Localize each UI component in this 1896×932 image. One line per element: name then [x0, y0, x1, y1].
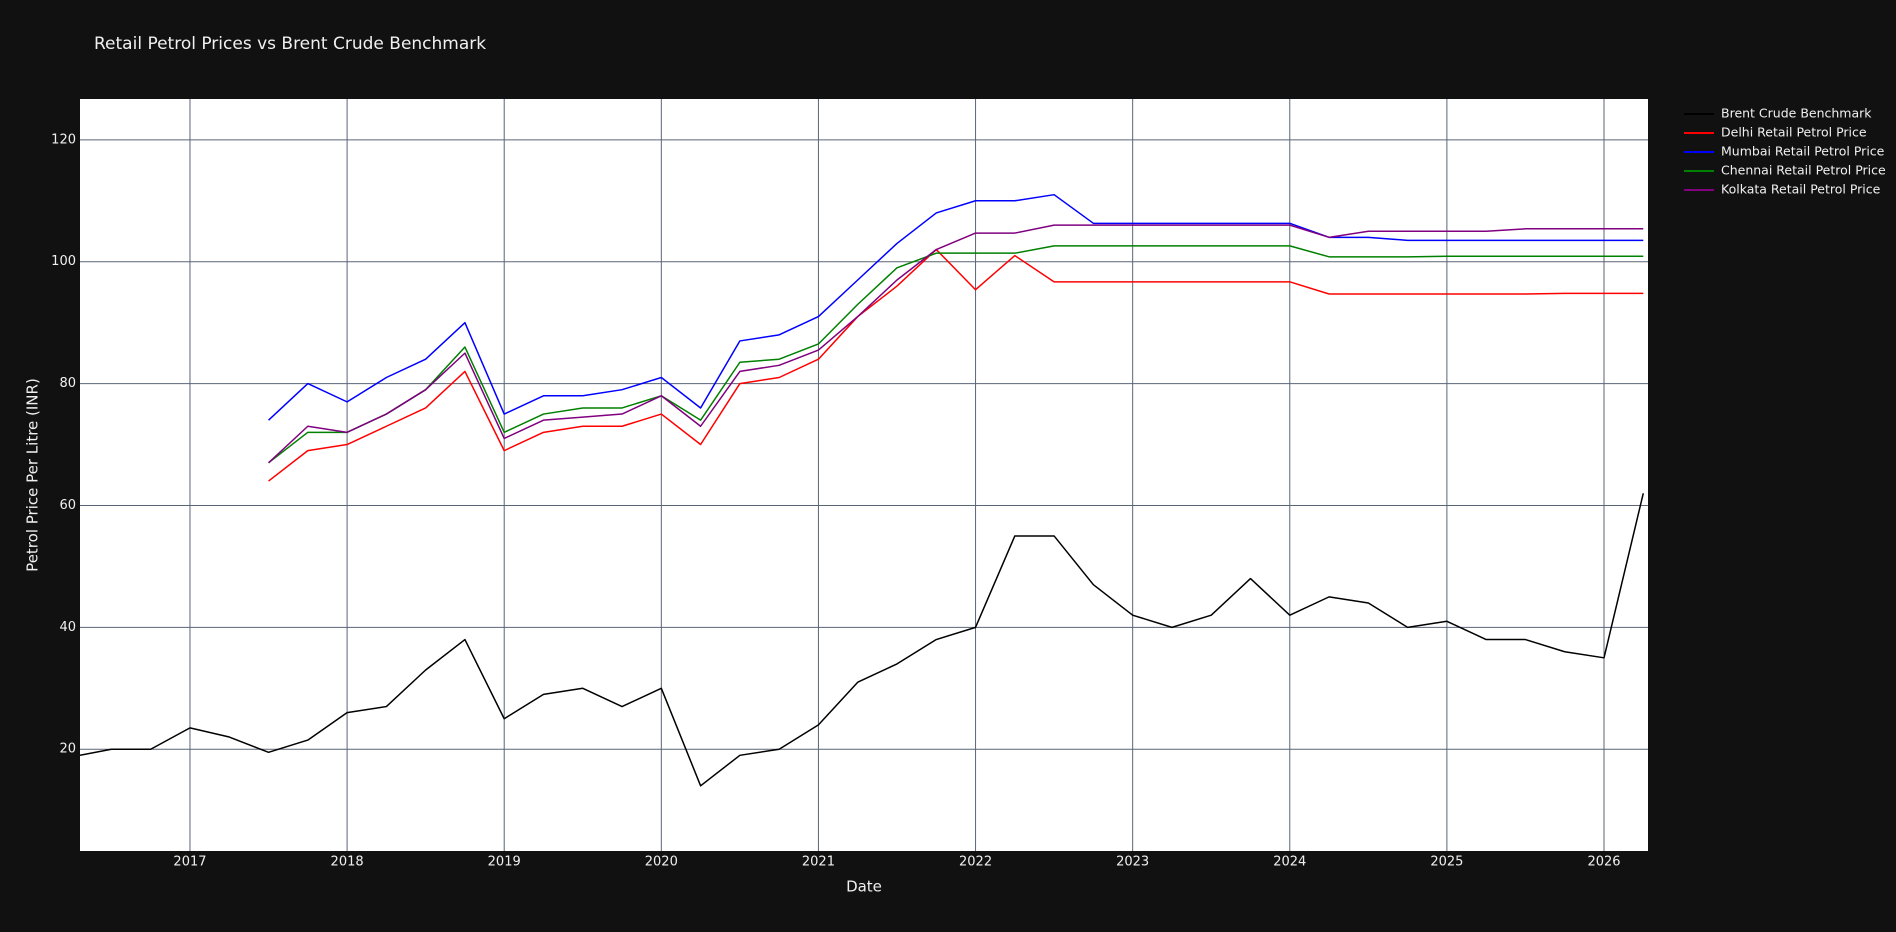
x-tick-label: 2023: [1116, 855, 1149, 870]
series-line: [268, 245, 1644, 464]
chart-title: Retail Petrol Prices vs Brent Crude Benc…: [94, 34, 486, 54]
lines: [80, 193, 1645, 787]
x-tick-label: 2017: [173, 855, 206, 870]
series-line: [268, 224, 1644, 464]
legend-label: Delhi Retail Petrol Price: [1721, 125, 1867, 140]
legend-label: Chennai Retail Petrol Price: [1721, 163, 1886, 178]
plot-area: [80, 99, 1648, 851]
y-tick-label: 100: [51, 254, 76, 269]
y-tick-label: 120: [51, 132, 76, 147]
x-tick-label: 2021: [802, 855, 835, 870]
x-tick-label: 2019: [488, 855, 521, 870]
x-tick-label: 2018: [331, 855, 364, 870]
legend-label: Mumbai Retail Petrol Price: [1721, 144, 1885, 159]
series-line: [268, 193, 1644, 421]
y-axis-title: Petrol Price Per Litre (INR): [24, 378, 42, 572]
x-tick-label: 2025: [1430, 855, 1463, 870]
legend-label: Brent Crude Benchmark: [1721, 106, 1872, 121]
x-tick-label: 2026: [1587, 855, 1620, 870]
y-tick-label: 60: [59, 498, 76, 513]
series-line: [80, 493, 1645, 787]
legend: Brent Crude Benchmark Delhi Retail Petrol…: [1684, 106, 1886, 197]
y-tick-label: 40: [59, 620, 76, 635]
y-tick-label: 20: [59, 742, 76, 757]
x-axis-title: Date: [846, 878, 882, 896]
x-tick-label: 2022: [959, 855, 992, 870]
x-tick-label: 2024: [1273, 855, 1306, 870]
x-tick-label: 2020: [645, 855, 678, 870]
series-line: [268, 248, 1644, 482]
y-tick-label: 80: [59, 376, 76, 391]
legend-label: Kolkata Retail Petrol Price: [1721, 182, 1881, 197]
